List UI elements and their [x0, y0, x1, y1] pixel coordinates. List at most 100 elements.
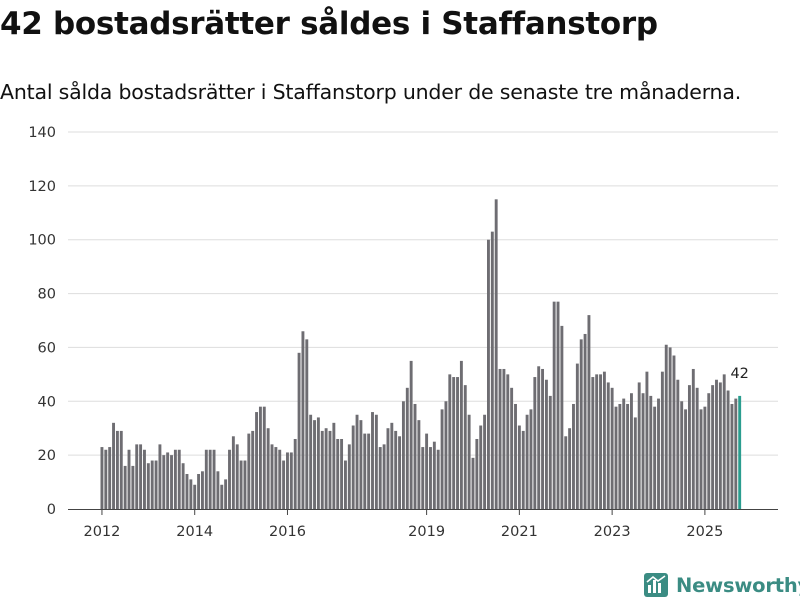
bar — [166, 452, 170, 509]
bar — [575, 363, 579, 509]
bar — [680, 401, 684, 509]
bar — [413, 403, 417, 509]
bar — [541, 368, 545, 509]
bar — [235, 444, 239, 509]
bar — [630, 393, 633, 509]
bar — [711, 385, 715, 509]
bar — [305, 339, 309, 509]
x-tick-label: 2023 — [594, 524, 631, 540]
bar — [363, 433, 367, 509]
chart-title: 42 bostadsrätter såldes i Staffanstorp — [0, 6, 658, 42]
bar — [208, 449, 212, 509]
bar — [359, 420, 363, 509]
y-axis-tick-labels: 0 20 40 60 80 100 120 140 — [28, 125, 56, 518]
bar — [104, 449, 108, 509]
x-tick-label: 2025 — [686, 524, 723, 540]
bar — [378, 447, 382, 509]
bar — [231, 436, 235, 509]
bar — [286, 452, 289, 509]
bar — [293, 438, 297, 509]
bar — [382, 444, 386, 509]
bar — [239, 460, 243, 509]
bar — [718, 382, 722, 509]
x-tick-label: 2019 — [408, 524, 445, 540]
chart-subtitle: Antal sålda bostadsrätter i Staffanstorp… — [0, 80, 742, 104]
bar — [258, 406, 262, 509]
bar — [150, 460, 154, 509]
bar — [672, 355, 676, 509]
bar — [599, 374, 602, 509]
bar — [452, 377, 456, 509]
bar — [425, 433, 429, 509]
bar — [143, 449, 146, 509]
bar — [479, 425, 483, 509]
bar — [417, 420, 421, 509]
bar — [332, 422, 336, 509]
bar — [463, 385, 467, 509]
y-tick-label: 0 — [47, 502, 56, 518]
bar — [456, 377, 459, 509]
bar — [533, 377, 537, 509]
bar — [618, 403, 622, 509]
bar — [684, 409, 688, 509]
x-tick-label: 2021 — [501, 524, 538, 540]
bar — [324, 428, 328, 509]
bar — [475, 438, 479, 509]
bar — [309, 414, 313, 509]
bar — [626, 403, 630, 509]
bar — [436, 449, 440, 509]
bar — [374, 414, 378, 509]
bar — [204, 449, 208, 509]
bar — [537, 366, 541, 509]
bar — [274, 447, 278, 509]
bar — [448, 374, 452, 509]
bar — [158, 444, 162, 509]
bar — [344, 460, 347, 509]
bar — [622, 398, 626, 509]
bar — [282, 460, 286, 509]
bar — [564, 436, 568, 509]
bar — [251, 430, 255, 509]
bar — [119, 430, 123, 509]
bar — [595, 374, 599, 509]
bar — [421, 447, 425, 509]
bar — [722, 374, 726, 509]
bar — [587, 315, 591, 509]
bar — [572, 403, 575, 509]
bar — [255, 412, 258, 509]
x-tick-label: 2014 — [176, 524, 213, 540]
bar — [185, 473, 189, 509]
gridlines — [68, 131, 778, 456]
bar — [297, 352, 301, 509]
bar — [355, 414, 359, 509]
bar — [123, 465, 127, 509]
bar — [394, 430, 398, 509]
bar — [440, 409, 444, 509]
bar — [591, 377, 595, 509]
bar — [691, 368, 695, 509]
bar — [502, 368, 506, 509]
bar — [270, 444, 274, 509]
bar — [200, 471, 204, 509]
y-tick-label: 100 — [28, 233, 56, 249]
bar — [386, 428, 390, 509]
bar — [212, 449, 216, 509]
bar — [467, 414, 471, 509]
bar — [687, 385, 691, 509]
bars — [100, 199, 742, 509]
brand-logo[interactable]: Newsworthy — [644, 570, 800, 600]
bar — [602, 371, 606, 509]
bar — [278, 449, 282, 509]
bar — [668, 347, 672, 509]
y-tick-label: 80 — [38, 287, 56, 303]
bar — [633, 417, 637, 509]
bar — [266, 428, 270, 509]
bar — [336, 438, 340, 509]
bar — [115, 430, 119, 509]
bar — [730, 403, 734, 509]
bar — [127, 449, 131, 509]
bar — [490, 231, 494, 509]
bar — [409, 360, 413, 509]
bar — [552, 301, 556, 509]
